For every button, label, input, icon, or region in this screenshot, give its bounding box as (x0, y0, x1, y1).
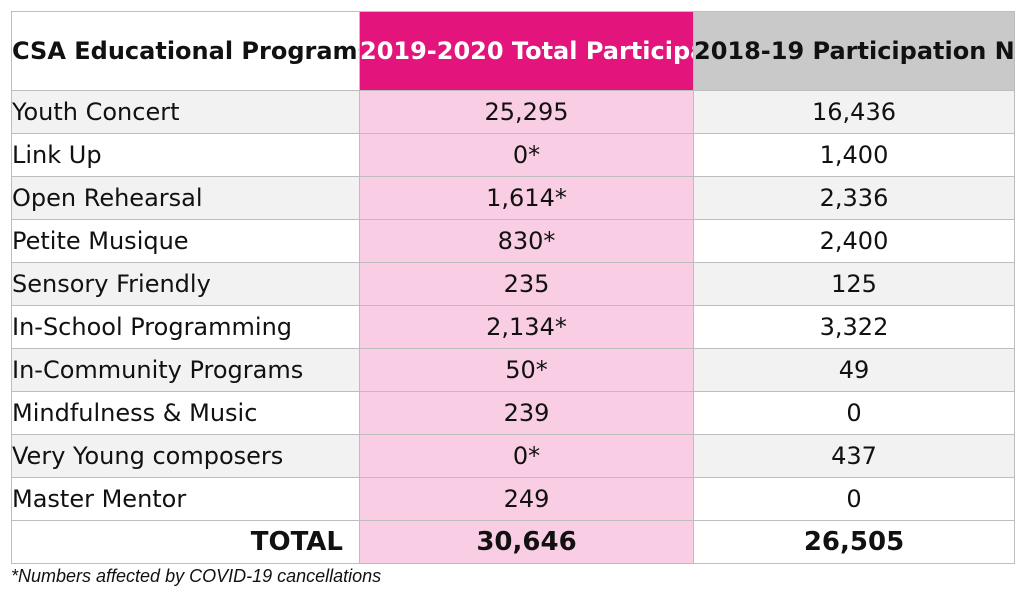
table-row: Mindfulness & Music 239 0 (11, 391, 1015, 435)
participation-table: CSA Educational Programs 2019-2020 Total… (11, 11, 1015, 564)
program-name: Youth Concert (11, 90, 360, 134)
current-value: 235 (359, 262, 694, 306)
previous-value: 16,436 (693, 90, 1015, 134)
previous-value: 0 (693, 477, 1015, 521)
table-row: Master Mentor 249 0 (11, 477, 1015, 521)
table-row: In-Community Programs 50* 49 (11, 348, 1015, 392)
table-row: Open Rehearsal 1,614* 2,336 (11, 176, 1015, 220)
previous-value: 2,336 (693, 176, 1015, 220)
total-label: TOTAL (11, 520, 360, 564)
current-value: 2,134* (359, 305, 694, 349)
table-row: Sensory Friendly 235 125 (11, 262, 1015, 306)
previous-value: 49 (693, 348, 1015, 392)
previous-value: 437 (693, 434, 1015, 478)
previous-value: 0 (693, 391, 1015, 435)
total-current: 30,646 (359, 520, 694, 564)
header-row: CSA Educational Programs 2019-2020 Total… (11, 11, 1015, 91)
table-row: Petite Musique 830* 2,400 (11, 219, 1015, 263)
current-value: 249 (359, 477, 694, 521)
table-row: In-School Programming 2,134* 3,322 (11, 305, 1015, 349)
current-value: 239 (359, 391, 694, 435)
current-value: 0* (359, 133, 694, 177)
program-name: Open Rehearsal (11, 176, 360, 220)
previous-value: 2,400 (693, 219, 1015, 263)
total-row: TOTAL 30,646 26,505 (11, 520, 1015, 564)
table-row: Link Up 0* 1,400 (11, 133, 1015, 177)
total-previous: 26,505 (693, 520, 1015, 564)
previous-value: 125 (693, 262, 1015, 306)
previous-value: 3,322 (693, 305, 1015, 349)
covid-footnote: *Numbers affected by COVID-19 cancellati… (11, 566, 382, 586)
current-value: 0* (359, 434, 694, 478)
header-2018-19: 2018-19 Participation Numbers (693, 11, 1015, 91)
program-name: In-Community Programs (11, 348, 360, 392)
program-name: Very Young composers (11, 434, 360, 478)
table-row: Youth Concert 25,295 16,436 (11, 90, 1015, 134)
current-value: 25,295 (359, 90, 694, 134)
program-name: In-School Programming (11, 305, 360, 349)
current-value: 1,614* (359, 176, 694, 220)
program-name: Link Up (11, 133, 360, 177)
header-programs: CSA Educational Programs (11, 11, 360, 91)
table-row: Very Young composers 0* 437 (11, 434, 1015, 478)
program-name: Petite Musique (11, 219, 360, 263)
header-2019-2020: 2019-2020 Total Participation Numbers (359, 11, 694, 91)
program-name: Sensory Friendly (11, 262, 360, 306)
current-value: 50* (359, 348, 694, 392)
participation-table-container: CSA Educational Programs 2019-2020 Total… (11, 11, 1015, 564)
program-name: Master Mentor (11, 477, 360, 521)
current-value: 830* (359, 219, 694, 263)
program-name: Mindfulness & Music (11, 391, 360, 435)
previous-value: 1,400 (693, 133, 1015, 177)
